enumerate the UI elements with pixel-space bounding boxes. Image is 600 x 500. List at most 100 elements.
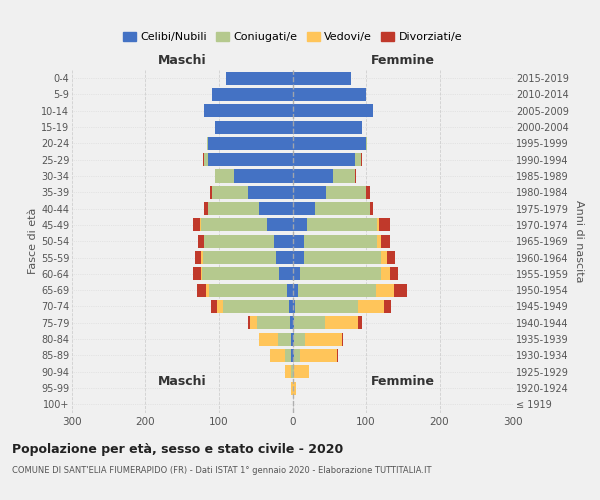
Bar xyxy=(304,234,377,248)
Bar xyxy=(307,218,377,232)
Text: Popolazione per età, sesso e stato civile - 2020: Popolazione per età, sesso e stato civil… xyxy=(12,442,343,456)
Bar xyxy=(305,332,342,345)
Bar xyxy=(197,284,206,296)
Bar xyxy=(293,88,366,101)
Bar xyxy=(293,218,307,232)
Bar xyxy=(293,202,314,215)
Bar xyxy=(366,186,370,199)
Bar xyxy=(259,332,278,345)
Bar xyxy=(202,268,279,280)
Bar xyxy=(208,137,293,150)
Bar xyxy=(202,251,203,264)
Bar xyxy=(215,170,234,182)
Bar xyxy=(287,284,293,296)
Bar xyxy=(298,284,376,296)
Bar xyxy=(248,186,293,199)
Legend: Celibi/Nubili, Coniugati/e, Vedovi/e, Divorziati/e: Celibi/Nubili, Coniugati/e, Vedovi/e, Di… xyxy=(118,28,467,47)
Bar xyxy=(277,251,293,264)
Bar xyxy=(208,153,293,166)
Bar xyxy=(355,170,356,182)
Bar xyxy=(300,268,381,280)
Bar xyxy=(196,251,202,264)
Bar xyxy=(210,186,212,199)
Bar xyxy=(234,170,293,182)
Bar xyxy=(267,218,293,232)
Bar xyxy=(381,251,386,264)
Bar xyxy=(294,332,305,345)
Bar xyxy=(278,332,291,345)
Bar xyxy=(204,202,208,215)
Bar xyxy=(208,202,259,215)
Bar xyxy=(381,234,389,248)
Bar xyxy=(293,137,366,150)
Bar xyxy=(203,234,204,248)
Bar xyxy=(355,153,361,166)
Bar xyxy=(209,284,287,296)
Bar xyxy=(217,300,223,313)
Bar xyxy=(211,300,217,313)
Bar xyxy=(279,268,293,280)
Bar xyxy=(293,234,304,248)
Bar xyxy=(285,365,291,378)
Bar xyxy=(293,300,295,313)
Bar xyxy=(293,365,294,378)
Bar xyxy=(257,316,290,330)
Bar xyxy=(337,349,338,362)
Bar xyxy=(250,316,257,330)
Bar xyxy=(291,382,293,394)
Bar xyxy=(386,251,395,264)
Bar xyxy=(376,284,394,296)
Bar xyxy=(203,153,204,166)
Bar xyxy=(379,218,390,232)
Text: Maschi: Maschi xyxy=(158,375,206,388)
Bar xyxy=(215,120,293,134)
Bar xyxy=(204,104,293,118)
Bar xyxy=(293,120,362,134)
Y-axis label: Fasce di età: Fasce di età xyxy=(28,208,38,274)
Bar xyxy=(333,170,355,182)
Bar xyxy=(291,365,293,378)
Bar xyxy=(294,316,325,330)
Bar xyxy=(248,316,250,330)
Bar xyxy=(274,234,293,248)
Bar xyxy=(204,234,274,248)
Bar xyxy=(294,365,308,378)
Bar xyxy=(193,218,200,232)
Bar xyxy=(223,300,289,313)
Bar xyxy=(293,349,294,362)
Bar xyxy=(293,72,352,85)
Bar xyxy=(326,186,366,199)
Bar xyxy=(291,349,293,362)
Bar xyxy=(325,316,358,330)
Bar xyxy=(212,186,248,199)
Bar xyxy=(293,104,373,118)
Bar xyxy=(300,349,337,362)
Bar xyxy=(293,332,294,345)
Bar xyxy=(290,316,293,330)
Bar xyxy=(204,153,208,166)
Bar xyxy=(293,170,333,182)
Text: Maschi: Maschi xyxy=(158,54,206,66)
Bar xyxy=(293,382,296,394)
Bar xyxy=(206,284,209,296)
Text: Femmine: Femmine xyxy=(371,54,435,66)
Bar xyxy=(293,316,294,330)
Bar xyxy=(197,234,203,248)
Bar xyxy=(200,268,202,280)
Text: COMUNE DI SANT'ELIA FIUMERAPIDO (FR) - Dati ISTAT 1° gennaio 2020 - Elaborazione: COMUNE DI SANT'ELIA FIUMERAPIDO (FR) - D… xyxy=(12,466,431,475)
Bar xyxy=(293,284,298,296)
Bar xyxy=(304,251,381,264)
Bar xyxy=(271,349,285,362)
Bar xyxy=(377,234,381,248)
Bar xyxy=(377,218,379,232)
Bar xyxy=(293,268,300,280)
Bar xyxy=(226,72,293,85)
Bar xyxy=(207,137,208,150)
Bar xyxy=(193,268,200,280)
Bar xyxy=(394,284,407,296)
Bar xyxy=(200,218,267,232)
Bar xyxy=(293,153,355,166)
Bar xyxy=(294,349,300,362)
Text: Femmine: Femmine xyxy=(371,375,435,388)
Bar xyxy=(293,251,304,264)
